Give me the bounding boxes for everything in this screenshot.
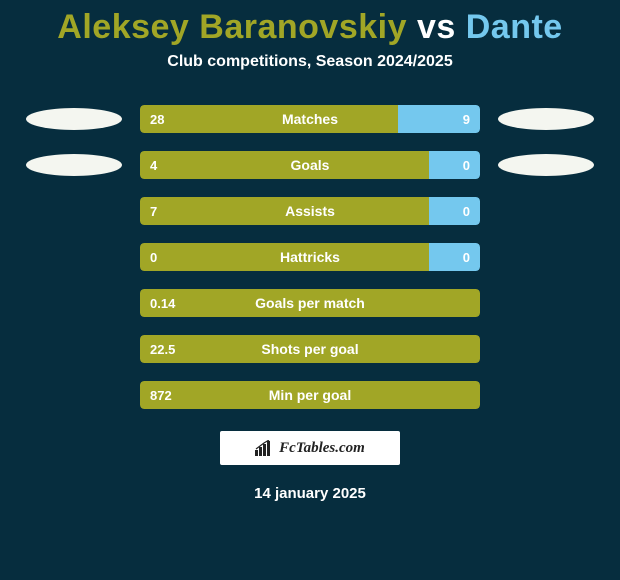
stat-bar-left (140, 151, 429, 179)
stat-bar: 0.14Goals per match (140, 289, 480, 317)
page-title: Aleksey Baranovskiy vs Dante (0, 0, 620, 47)
vs-label: vs (417, 8, 456, 46)
stat-bar: 70Assists (140, 197, 480, 225)
player2-badge-placeholder (498, 108, 594, 130)
stat-bar: 289Matches (140, 105, 480, 133)
stat-row: 289Matches (0, 105, 620, 133)
stat-bar-left (140, 335, 480, 363)
comparison-card: Aleksey Baranovskiy vs Dante Club compet… (0, 0, 620, 580)
player1-name: Aleksey Baranovskiy (57, 8, 407, 46)
stat-bar: 872Min per goal (140, 381, 480, 409)
brand-text: FcTables.com (279, 440, 365, 457)
stat-row: 22.5Shots per goal (0, 335, 620, 363)
date-label: 14 january 2025 (0, 485, 620, 502)
stat-row: 00Hattricks (0, 243, 620, 271)
player1-badge-placeholder (26, 108, 122, 130)
brand-badge[interactable]: FcTables.com (220, 431, 400, 465)
stat-bar: 00Hattricks (140, 243, 480, 271)
stat-row: 40Goals (0, 151, 620, 179)
stat-row: 872Min per goal (0, 381, 620, 409)
player2-badge-placeholder (498, 154, 594, 176)
stat-bar-left (140, 243, 429, 271)
stat-bar-left (140, 197, 429, 225)
player2-name: Dante (466, 8, 563, 46)
stat-row: 0.14Goals per match (0, 289, 620, 317)
chart-icon (255, 440, 273, 456)
stat-bar-right (398, 105, 480, 133)
stat-bar-right (429, 151, 480, 179)
stats-container: 289Matches 40Goals 70Assists 00Hattricks 0.1… (0, 105, 620, 409)
stat-bar-left (140, 289, 480, 317)
stat-bar: 40Goals (140, 151, 480, 179)
stat-bar-right (429, 243, 480, 271)
stat-bar: 22.5Shots per goal (140, 335, 480, 363)
stat-bar-right (429, 197, 480, 225)
player1-badge-placeholder (26, 154, 122, 176)
stat-row: 70Assists (0, 197, 620, 225)
stat-bar-left (140, 105, 398, 133)
subtitle: Club competitions, Season 2024/2025 (0, 53, 620, 71)
stat-bar-left (140, 381, 480, 409)
